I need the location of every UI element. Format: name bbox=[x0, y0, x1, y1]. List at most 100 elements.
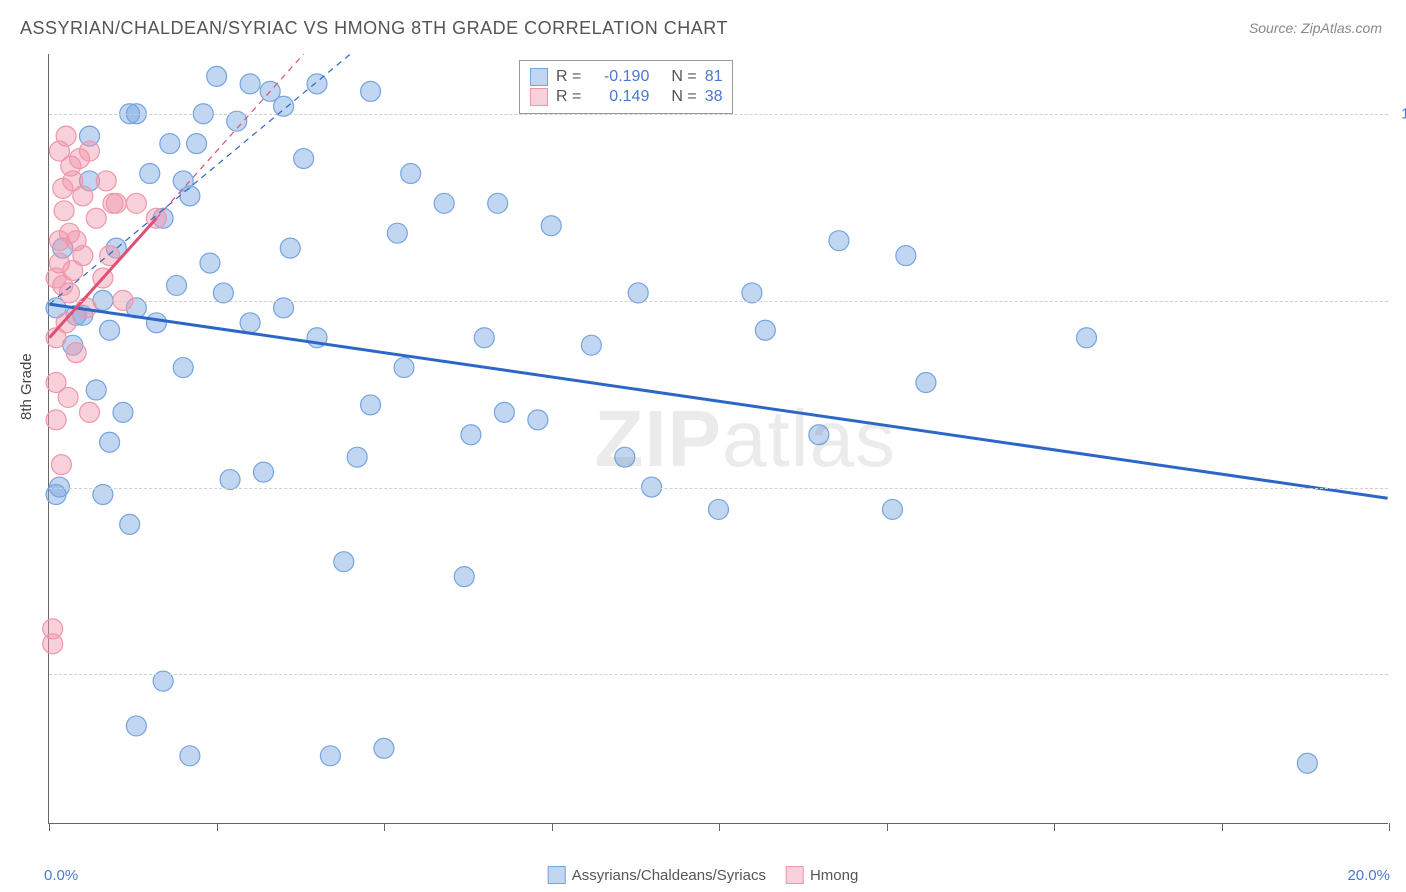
data-point bbox=[280, 238, 300, 258]
data-point bbox=[434, 193, 454, 213]
data-point bbox=[86, 208, 106, 228]
data-point bbox=[180, 746, 200, 766]
source-attribution: Source: ZipAtlas.com bbox=[1249, 20, 1382, 36]
data-point bbox=[86, 380, 106, 400]
x-axis-tick bbox=[384, 823, 385, 831]
data-point bbox=[896, 246, 916, 266]
data-point bbox=[240, 313, 260, 333]
data-point bbox=[474, 328, 494, 348]
data-point bbox=[461, 425, 481, 445]
data-point bbox=[254, 462, 274, 482]
data-point bbox=[541, 216, 561, 236]
scatter-svg bbox=[49, 54, 1388, 823]
gridline bbox=[49, 114, 1388, 115]
data-point bbox=[1297, 753, 1317, 773]
data-point bbox=[160, 134, 180, 154]
data-point bbox=[829, 231, 849, 251]
stat-n-value: 81 bbox=[705, 68, 723, 86]
data-point bbox=[146, 313, 166, 333]
data-point bbox=[294, 149, 314, 169]
data-point bbox=[809, 425, 829, 445]
data-point bbox=[615, 447, 635, 467]
legend-item: Assyrians/Chaldeans/Syriacs bbox=[548, 866, 766, 884]
data-point bbox=[240, 74, 260, 94]
legend-swatch bbox=[548, 866, 566, 884]
data-point bbox=[140, 163, 160, 183]
data-point bbox=[394, 358, 414, 378]
data-point bbox=[106, 193, 126, 213]
data-point bbox=[51, 455, 71, 475]
gridline bbox=[49, 488, 1388, 489]
bottom-legend: Assyrians/Chaldeans/Syriacs Hmong bbox=[548, 866, 859, 884]
data-point bbox=[73, 186, 93, 206]
legend-item: Hmong bbox=[786, 866, 858, 884]
data-point bbox=[167, 275, 187, 295]
x-axis-label-min: 0.0% bbox=[44, 867, 78, 884]
data-point bbox=[916, 373, 936, 393]
stat-n-value: 38 bbox=[705, 88, 723, 106]
data-point bbox=[200, 253, 220, 273]
data-point bbox=[100, 432, 120, 452]
data-point bbox=[307, 74, 327, 94]
chart-title: ASSYRIAN/CHALDEAN/SYRIAC VS HMONG 8TH GR… bbox=[20, 18, 728, 39]
stat-r-label: R = bbox=[556, 68, 581, 86]
data-point bbox=[80, 402, 100, 422]
data-point bbox=[581, 335, 601, 355]
data-point bbox=[709, 499, 729, 519]
x-axis-tick bbox=[49, 823, 50, 831]
stat-r-value: 0.149 bbox=[589, 88, 649, 106]
data-point bbox=[126, 716, 146, 736]
data-point bbox=[882, 499, 902, 519]
x-axis-tick bbox=[887, 823, 888, 831]
data-point bbox=[347, 447, 367, 467]
data-point bbox=[361, 395, 381, 415]
stats-legend-row: R = 0.149 N = 38 bbox=[530, 87, 722, 107]
data-point bbox=[54, 201, 74, 221]
x-axis-tick bbox=[552, 823, 553, 831]
x-axis-tick bbox=[1222, 823, 1223, 831]
stats-legend-row: R = -0.190 N = 81 bbox=[530, 67, 722, 87]
data-point bbox=[334, 552, 354, 572]
y-axis-tick-label: 100.0% bbox=[1401, 105, 1406, 122]
x-axis-tick bbox=[217, 823, 218, 831]
data-point bbox=[755, 320, 775, 340]
legend-swatch bbox=[530, 68, 548, 86]
y-axis-title: 8th Grade bbox=[18, 353, 35, 420]
data-point bbox=[187, 134, 207, 154]
x-axis-tick bbox=[1054, 823, 1055, 831]
gridline bbox=[49, 674, 1388, 675]
x-axis-label-max: 20.0% bbox=[1347, 867, 1390, 884]
data-point bbox=[113, 402, 133, 422]
data-point bbox=[207, 66, 227, 86]
data-point bbox=[1077, 328, 1097, 348]
trend-line-extension bbox=[156, 54, 303, 218]
stat-r-value: -0.190 bbox=[589, 68, 649, 86]
data-point bbox=[528, 410, 548, 430]
data-point bbox=[454, 567, 474, 587]
stat-n-label: N = bbox=[671, 88, 696, 106]
stat-r-label: R = bbox=[556, 88, 581, 106]
trend-line bbox=[49, 304, 1387, 498]
data-point bbox=[66, 343, 86, 363]
data-point bbox=[73, 246, 93, 266]
data-point bbox=[401, 163, 421, 183]
data-point bbox=[96, 171, 116, 191]
data-point bbox=[220, 470, 240, 490]
data-point bbox=[374, 738, 394, 758]
data-point bbox=[494, 402, 514, 422]
gridline bbox=[49, 301, 1388, 302]
stat-n-label: N = bbox=[671, 68, 696, 86]
plot-area: ZIPatlas R = -0.190N = 81R = 0.149N = 38… bbox=[48, 54, 1388, 824]
data-point bbox=[100, 320, 120, 340]
legend-label: Hmong bbox=[810, 867, 858, 884]
data-point bbox=[46, 410, 66, 430]
data-point bbox=[58, 387, 78, 407]
legend-swatch bbox=[786, 866, 804, 884]
data-point bbox=[120, 514, 140, 534]
data-point bbox=[173, 358, 193, 378]
data-point bbox=[43, 619, 63, 639]
data-point bbox=[180, 186, 200, 206]
x-axis-tick bbox=[719, 823, 720, 831]
data-point bbox=[361, 81, 381, 101]
legend-swatch bbox=[530, 88, 548, 106]
